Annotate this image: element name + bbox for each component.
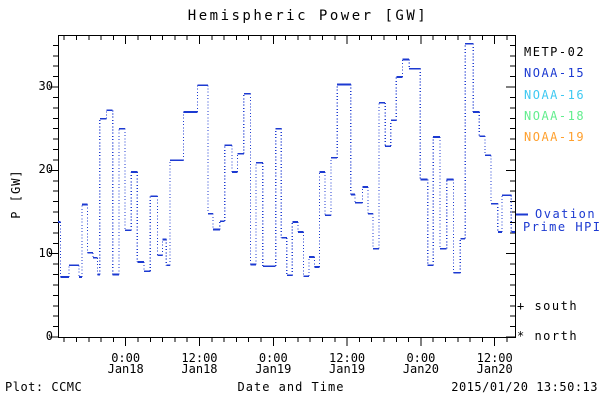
legend-item-noaa-15: NOAA-15 xyxy=(524,66,586,81)
y-axis-title: P [GW] xyxy=(9,169,23,219)
x-tick-label-000-Jan18: 0:00 Jan18 xyxy=(95,351,157,376)
ovation-label-line2: Prime HPI xyxy=(523,220,600,234)
x-tick-time: 12:00 xyxy=(476,351,513,365)
x-tick-date: Jan19 xyxy=(329,362,366,376)
y-tick-label-10: 10 xyxy=(38,245,53,260)
legend-item-noaa-18: NOAA-18 xyxy=(524,108,586,123)
y-tick-label-30: 30 xyxy=(38,79,53,93)
north-marker-label: * north xyxy=(517,329,579,343)
x-axis-title: Date and Time xyxy=(237,380,345,394)
y-tick-label-20: 20 xyxy=(38,162,53,177)
x-tick-time: 0:00 xyxy=(406,351,436,365)
x-tick-date: Jan20 xyxy=(402,362,439,376)
x-tick-time: 12:00 xyxy=(181,351,218,365)
x-tick-label-1200-Jan18: 12:00 Jan18 xyxy=(168,351,230,376)
x-tick-time: 0:00 xyxy=(111,351,141,365)
chart-title: Hemispheric Power [GW] xyxy=(187,8,429,24)
legend-item-metp-02: METP-02 xyxy=(524,45,586,59)
x-tick-label-1200-Jan20: 12:00 Jan20 xyxy=(464,351,526,376)
x-tick-time: 0:00 xyxy=(258,351,288,365)
south-marker-label: + south xyxy=(517,299,579,313)
legend-item-noaa-16: NOAA-16 xyxy=(524,87,586,102)
y-tick-label-0: 0 xyxy=(45,329,53,343)
x-tick-label-000-Jan19: 0:00 Jan19 xyxy=(242,351,304,376)
x-tick-date: Jan18 xyxy=(181,362,218,376)
x-tick-date: Jan20 xyxy=(476,362,513,376)
x-tick-label-1200-Jan19: 12:00 Jan19 xyxy=(316,351,378,376)
x-tick-date: Jan19 xyxy=(255,362,292,376)
plot-frame xyxy=(58,35,516,338)
x-tick-date: Jan18 xyxy=(107,362,144,376)
legend-item-noaa-19: NOAA-19 xyxy=(524,130,586,145)
footer-plot-source: Plot: CCMC xyxy=(5,380,83,394)
x-tick-time: 12:00 xyxy=(329,351,366,365)
ovation-label-line1: Ovation xyxy=(535,207,597,221)
footer-timestamp: 2015/01/20 13:50:13 xyxy=(451,380,598,394)
x-tick-label-000-Jan20: 0:00 Jan20 xyxy=(390,351,452,376)
